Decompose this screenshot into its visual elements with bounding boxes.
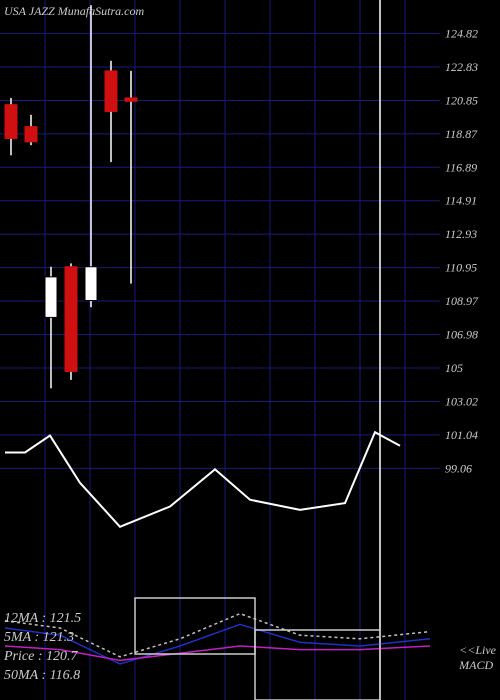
info-12ma: 12MA : 121.5	[4, 610, 81, 629]
svg-text:106.98: 106.98	[445, 328, 478, 342]
svg-text:114.91: 114.91	[445, 194, 477, 208]
svg-text:124.82: 124.82	[445, 26, 478, 40]
stock-chart: USA JAZZ MunafaSutra.com 124.82 122.83 120…	[0, 0, 500, 700]
live-label-line1: <<Live	[459, 643, 496, 657]
svg-text:120.85: 120.85	[445, 93, 478, 107]
svg-text:101.04: 101.04	[445, 428, 478, 442]
watermark-text: USA JAZZ MunafaSutra.com	[4, 4, 144, 19]
svg-text:103.02: 103.02	[445, 394, 478, 408]
svg-text:122.83: 122.83	[445, 60, 478, 74]
svg-text:99.06: 99.06	[445, 461, 472, 475]
svg-text:116.89: 116.89	[445, 160, 477, 174]
info-50ma: 50MA : 116.8	[4, 667, 81, 686]
chart-canvas: 124.82 122.83 120.85 118.87 116.89 114.91 112.…	[0, 0, 500, 700]
info-price: Price : 120.7	[4, 648, 81, 667]
svg-text:118.87: 118.87	[445, 127, 478, 141]
live-label-line2: MACD	[459, 658, 496, 672]
svg-text:110.95: 110.95	[445, 261, 477, 275]
svg-text:112.93: 112.93	[445, 227, 477, 241]
info-box: 12MA : 121.5 5MA : 121.3 Price : 120.7 5…	[4, 610, 81, 686]
live-macd-label: <<Live MACD	[459, 643, 496, 672]
svg-text:105: 105	[445, 361, 463, 375]
info-5ma: 5MA : 121.3	[4, 629, 81, 648]
svg-text:108.97: 108.97	[445, 294, 479, 308]
